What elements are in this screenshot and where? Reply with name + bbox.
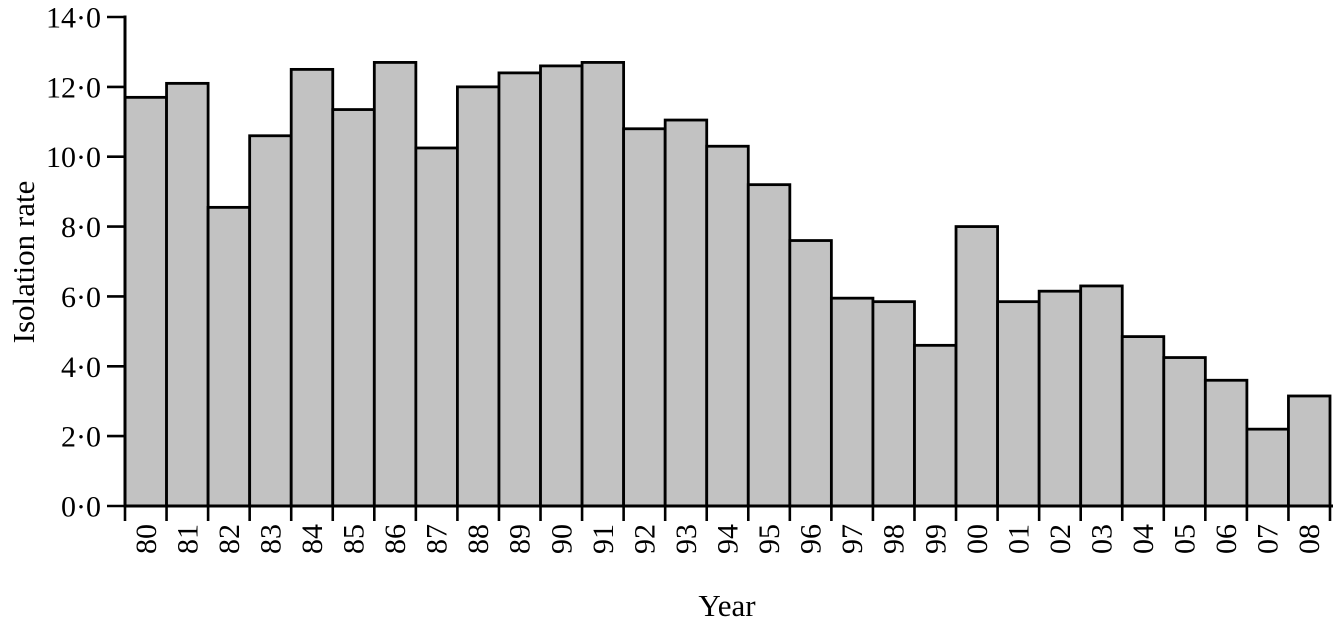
- bar-91: [580, 61, 626, 508]
- bar-06: [1203, 378, 1249, 508]
- x-tick-label-85: 85: [338, 524, 371, 554]
- x-tick-label-97: 97: [836, 524, 869, 554]
- bar-82: [206, 205, 252, 508]
- x-tick-label-91: 91: [587, 524, 620, 554]
- x-tick-label-03: 03: [1086, 524, 1119, 554]
- bar-98: [871, 300, 916, 508]
- y-tick-label-12: 12·0: [46, 71, 101, 104]
- x-tick-label-84: 84: [296, 524, 329, 554]
- x-axis-title: Year: [698, 588, 756, 623]
- bar-93: [663, 118, 709, 508]
- y-tick-label-4: 4·0: [61, 351, 101, 384]
- y-tick-label-14: 14·0: [46, 2, 101, 35]
- bar-88: [456, 85, 501, 508]
- x-tick-label-99: 99: [919, 524, 952, 554]
- bar-00: [954, 225, 999, 508]
- bar-08: [1287, 394, 1332, 508]
- x-tick-label-01: 01: [1002, 524, 1035, 554]
- bar-80: [123, 95, 168, 508]
- bar-81: [165, 81, 210, 508]
- bar-94: [705, 144, 750, 508]
- bar-05: [1162, 356, 1207, 508]
- x-tick-label-89: 89: [504, 524, 537, 554]
- x-tick-label-80: 80: [130, 524, 163, 554]
- x-tick-label-93: 93: [670, 524, 703, 554]
- bar-97: [829, 296, 875, 508]
- x-tick-label-92: 92: [628, 524, 661, 554]
- y-tick-label-6: 6·0: [61, 281, 101, 314]
- x-tick-label-88: 88: [462, 524, 495, 554]
- x-tick-label-87: 87: [421, 524, 454, 554]
- bar-85: [331, 108, 376, 508]
- y-tick-label-2: 2·0: [61, 421, 101, 454]
- x-tick-label-08: 08: [1293, 524, 1326, 554]
- bar-03: [1079, 284, 1124, 508]
- bar-87: [414, 146, 459, 508]
- bar-99: [913, 343, 958, 508]
- bar-95: [746, 183, 792, 508]
- bar-92: [622, 127, 667, 508]
- bar-84: [289, 67, 335, 508]
- x-tick-label-06: 06: [1210, 524, 1243, 554]
- x-tick-label-81: 81: [171, 524, 204, 554]
- bar-01: [996, 300, 1041, 508]
- y-tick-label-0: 0·0: [61, 491, 101, 524]
- bar-86: [372, 61, 418, 508]
- y-axis-title: Isolation rate: [6, 180, 41, 344]
- bar-89: [497, 71, 542, 508]
- bar-96: [788, 239, 833, 508]
- x-tick-label-00: 00: [961, 524, 994, 554]
- bar-04: [1120, 335, 1166, 508]
- x-tick-label-98: 98: [878, 524, 911, 554]
- x-tick-label-96: 96: [795, 524, 828, 554]
- x-tick-label-95: 95: [753, 524, 786, 554]
- x-tick-label-07: 07: [1252, 524, 1285, 554]
- x-tick-label-04: 04: [1127, 524, 1160, 554]
- x-tick-label-82: 82: [213, 524, 246, 554]
- x-tick-label-94: 94: [712, 524, 745, 554]
- bar-90: [539, 64, 584, 508]
- x-tick-label-86: 86: [379, 524, 412, 554]
- bar-07: [1245, 427, 1290, 508]
- x-tick-label-83: 83: [254, 524, 287, 554]
- x-tick-label-90: 90: [545, 524, 578, 554]
- y-tick-label-8: 8·0: [61, 211, 101, 244]
- y-tick-label-10: 10·0: [46, 141, 101, 174]
- bar-02: [1037, 289, 1083, 508]
- bar-83: [248, 134, 293, 508]
- x-tick-label-05: 05: [1169, 524, 1202, 554]
- x-tick-label-02: 02: [1044, 524, 1077, 554]
